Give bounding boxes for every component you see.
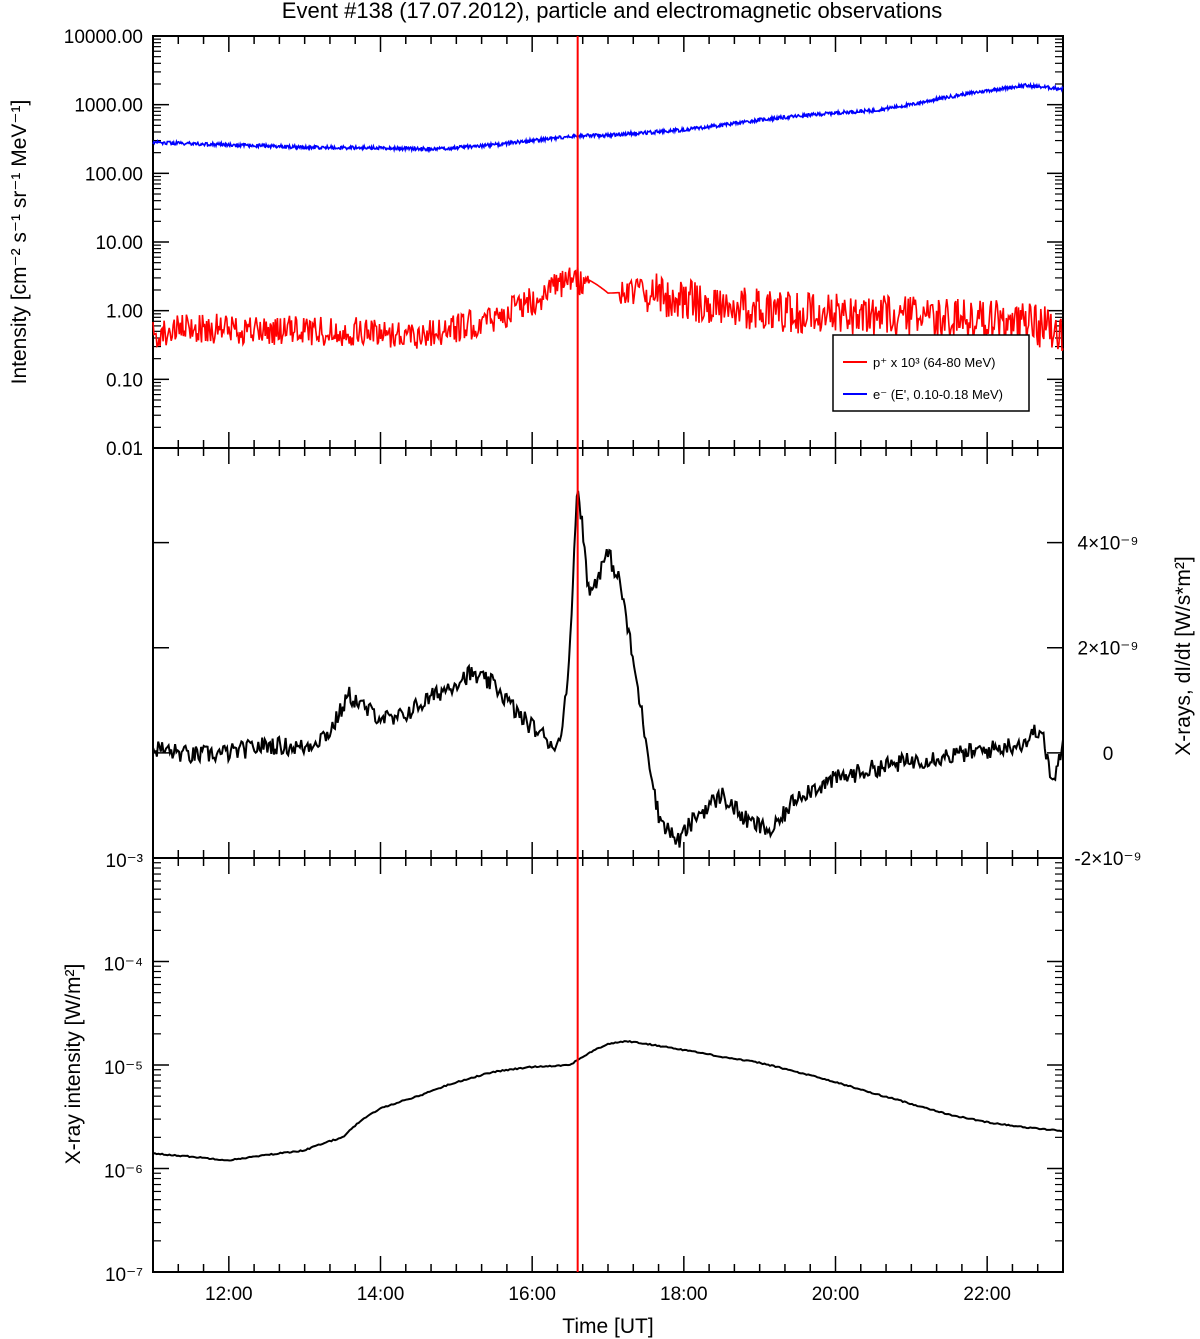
legend: p⁺ x 10³ (64-80 MeV) e⁻ (E', 0.10-0.18 M… bbox=[832, 334, 1030, 412]
x-tick-label: 12:00 bbox=[205, 1284, 253, 1305]
legend-label-protons: p⁺ x 10³ (64-80 MeV) bbox=[873, 355, 995, 370]
y-tick-label: 10⁻⁶ bbox=[104, 1162, 143, 1183]
y-tick-label: 1000.00 bbox=[74, 96, 143, 117]
y-tick-label: 100.00 bbox=[85, 164, 143, 185]
x-tick-label: 18:00 bbox=[660, 1284, 708, 1305]
series-xray-derivative-line bbox=[152, 490, 1064, 848]
y-tick-label: 0.01 bbox=[106, 439, 143, 460]
series-xray-intensity-line bbox=[152, 1039, 1064, 1162]
legend-box bbox=[832, 334, 1030, 412]
x-tick-label: 22:00 bbox=[963, 1284, 1011, 1305]
y-tick-label: 0.10 bbox=[106, 370, 143, 391]
x-tick-label: 16:00 bbox=[508, 1284, 556, 1305]
panel-xray-intensity-ticks: 10⁻³ 10⁻⁴ 10⁻⁵ 10⁻⁶ 10⁻⁷ bbox=[104, 851, 1064, 1286]
y-tick-label: -2×10⁻⁹ bbox=[1074, 849, 1141, 870]
panel-xray-derivative-y-axis-label: X-rays, dI/dt [W/s*m²] bbox=[1172, 556, 1195, 756]
panel-xray-intensity-y-axis-label: X-ray intensity [W/m²] bbox=[62, 964, 85, 1165]
panel-xray-derivative-ticks: 4×10⁻⁹ 2×10⁻⁹ 0 -2×10⁻⁹ bbox=[152, 448, 1142, 870]
y-tick-label: 2×10⁻⁹ bbox=[1078, 639, 1139, 660]
y-tick-label: 4×10⁻⁹ bbox=[1078, 534, 1139, 555]
series-protons-line bbox=[152, 267, 1064, 352]
panel-xray-derivative-frame bbox=[152, 447, 1064, 859]
y-tick-label: 10000.00 bbox=[64, 27, 143, 48]
x-axis-label: Time [UT] bbox=[562, 1315, 653, 1338]
y-tick-label: 10⁻⁵ bbox=[104, 1058, 143, 1079]
panel-xray-intensity: 10⁻³ 10⁻⁴ 10⁻⁵ 10⁻⁶ 10⁻⁷ X-ray intensity [W/… bbox=[62, 851, 1064, 1286]
x-tick-label: 20:00 bbox=[812, 1284, 860, 1305]
x-axis-tick-labels: 12:00 14:00 16:00 18:00 20:00 22:00 bbox=[205, 1284, 1011, 1305]
y-tick-label: 10⁻³ bbox=[106, 851, 144, 872]
y-tick-label: 1.00 bbox=[106, 302, 143, 323]
panel-particles: 10000.00 1000.00 100.00 10.00 1.00 0.10 0.01 I… bbox=[8, 27, 1064, 460]
series-electrons-line bbox=[152, 81, 1064, 154]
panel-xray-derivative: 4×10⁻⁹ 2×10⁻⁹ 0 -2×10⁻⁹ X-rays, dI/dt [W/s*… bbox=[152, 447, 1195, 870]
y-tick-label: 0 bbox=[1103, 744, 1114, 765]
chart-title: Event #138 (17.07.2012), particle and el… bbox=[282, 0, 942, 23]
legend-label-electrons: e⁻ (E', 0.10-0.18 MeV) bbox=[873, 387, 1003, 402]
y-tick-label: 10.00 bbox=[95, 233, 143, 254]
panel-xray-intensity-frame bbox=[152, 857, 1064, 1273]
panel-particles-y-axis-label: Intensity [cm⁻² s⁻¹ sr⁻¹ MeV⁻¹] bbox=[8, 100, 31, 385]
y-tick-label: 10⁻⁴ bbox=[104, 955, 143, 976]
y-tick-label: 10⁻⁷ bbox=[105, 1265, 143, 1286]
x-tick-label: 14:00 bbox=[357, 1284, 405, 1305]
